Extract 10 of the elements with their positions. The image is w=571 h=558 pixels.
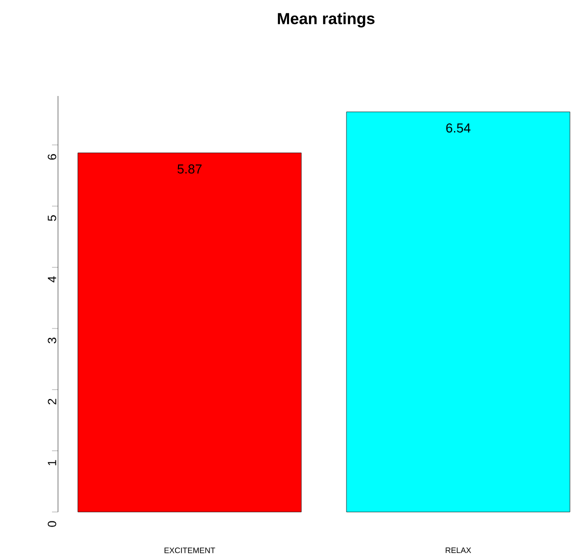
y-tick-label: 5 xyxy=(48,215,56,221)
y-tick-label: 0 xyxy=(48,521,56,527)
y-tick-label: 6 xyxy=(48,154,56,160)
y-tick-label: 1 xyxy=(48,460,56,466)
y-tick-label: 2 xyxy=(48,398,56,404)
y-tick-label: 4 xyxy=(48,276,56,282)
chart-title: Mean ratings xyxy=(278,12,374,28)
y-tick-label: 3 xyxy=(48,338,56,344)
data-label: 6.54 xyxy=(446,123,470,133)
data-label: 5.87 xyxy=(178,164,202,174)
